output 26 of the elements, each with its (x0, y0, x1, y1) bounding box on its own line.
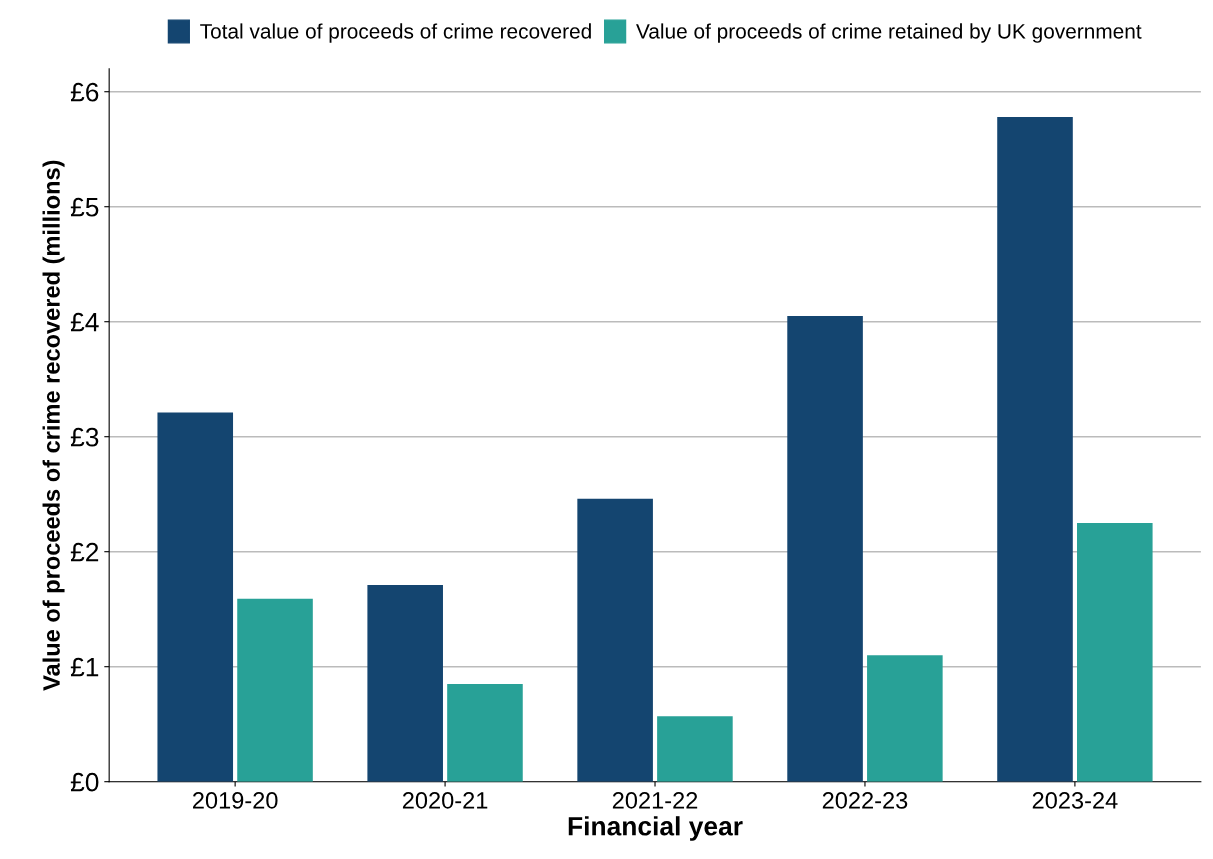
bar (787, 315, 863, 782)
bar (867, 655, 943, 782)
x-tick-label: 2022-23 (822, 792, 908, 809)
y-tick-label: £4 (70, 312, 99, 332)
y-tick-label: £1 (70, 657, 99, 677)
bar (997, 117, 1073, 782)
bar (577, 498, 653, 782)
legend-label: Value of proceeds of crime retained by UK government (636, 23, 1142, 43)
legend-label: Total value of proceeds of crime recovered (200, 23, 591, 43)
y-tick-label: £5 (70, 197, 99, 217)
bar (237, 598, 313, 782)
y-tick-label: £0 (70, 772, 99, 792)
x-axis-title: Financial year (568, 816, 743, 841)
bar (1077, 522, 1153, 782)
bar (447, 683, 523, 782)
x-tick-label: 2023-24 (1032, 792, 1118, 809)
x-tick-label: 2021-22 (612, 792, 698, 809)
y-tick-label: £6 (70, 82, 99, 102)
bar (157, 412, 234, 782)
bar (367, 585, 443, 782)
y-tick-label: £2 (70, 542, 99, 562)
y-tick-label: £3 (70, 427, 99, 447)
x-tick-label: 2019-20 (193, 792, 278, 809)
y-axis-title: Value of proceeds of crime recovered (millions) (42, 160, 65, 691)
bar (657, 716, 733, 782)
x-tick-label: 2020-21 (402, 792, 488, 809)
